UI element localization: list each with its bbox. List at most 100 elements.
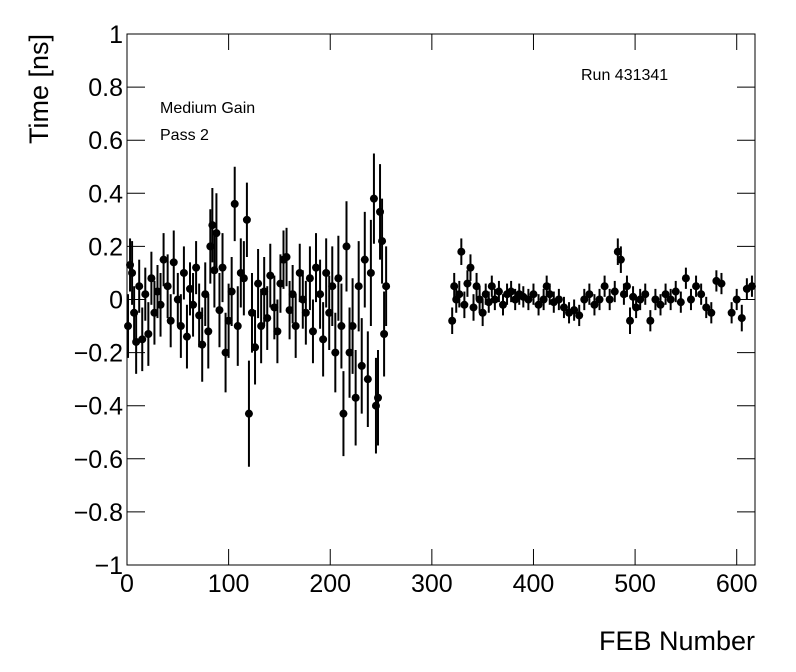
data-point xyxy=(163,282,172,291)
data-point xyxy=(308,327,317,336)
data-point xyxy=(380,330,389,339)
data-point xyxy=(132,337,141,346)
gain-label: Medium Gain xyxy=(160,100,255,117)
data-point xyxy=(298,295,307,304)
data-point xyxy=(666,295,675,304)
y-tick-label: 0.4 xyxy=(88,180,123,208)
data-point xyxy=(147,274,156,283)
data-point xyxy=(124,322,133,331)
data-point xyxy=(215,306,224,315)
data-point xyxy=(224,316,233,325)
data-point xyxy=(319,335,328,344)
data-point xyxy=(201,290,210,299)
data-point xyxy=(339,409,348,418)
x-tick-label: 600 xyxy=(716,570,758,598)
y-tick-label: 1 xyxy=(109,21,123,49)
data-point xyxy=(605,295,614,304)
data-point xyxy=(590,300,599,309)
data-point xyxy=(189,300,198,309)
data-point xyxy=(600,282,609,291)
data-point xyxy=(295,268,304,277)
data-point xyxy=(524,295,533,304)
data-point xyxy=(251,343,260,352)
data-point xyxy=(472,282,481,291)
data-point xyxy=(632,303,641,312)
data-point xyxy=(135,282,144,291)
data-point xyxy=(270,303,279,312)
data-point xyxy=(580,295,589,304)
data-point xyxy=(291,322,300,331)
x-tick-label: 200 xyxy=(309,570,351,598)
data-point xyxy=(282,253,291,262)
y-tick-label: −0.6 xyxy=(74,446,123,474)
data-point xyxy=(354,282,363,291)
data-point xyxy=(570,306,579,315)
data-point xyxy=(382,282,391,291)
x-axis-title: FEB Number xyxy=(599,626,755,656)
data-point xyxy=(542,282,551,291)
data-point xyxy=(337,322,346,331)
data-point xyxy=(373,393,382,402)
data-point xyxy=(263,314,272,323)
data-point xyxy=(312,263,321,272)
data-point xyxy=(254,279,263,288)
data-point xyxy=(575,311,584,320)
data-point xyxy=(478,308,487,317)
data-point xyxy=(288,290,297,299)
data-point xyxy=(273,327,282,336)
data-point xyxy=(686,295,695,304)
data-point xyxy=(460,300,469,309)
y-tick-label: 0.6 xyxy=(88,127,123,155)
data-point xyxy=(128,268,137,277)
x-tick-label: 300 xyxy=(411,570,453,598)
data-point xyxy=(610,287,619,296)
data-point xyxy=(208,221,217,230)
data-point xyxy=(727,308,736,317)
data-point xyxy=(316,290,325,299)
data-point xyxy=(692,282,701,291)
data-point xyxy=(661,290,670,299)
data-point xyxy=(198,340,207,349)
data-point xyxy=(351,393,360,402)
data-point xyxy=(656,300,665,309)
data-point xyxy=(484,298,493,307)
data-point xyxy=(331,348,340,357)
data-point xyxy=(641,290,650,299)
data-point xyxy=(481,290,490,299)
data-point xyxy=(227,287,236,296)
data-point xyxy=(507,287,516,296)
y-tick-label: −0.4 xyxy=(74,393,123,421)
data-point xyxy=(182,332,191,341)
data-point xyxy=(463,279,472,288)
x-tick-label: 500 xyxy=(614,570,656,598)
run-label: Run 431341 xyxy=(581,67,668,84)
data-point xyxy=(345,348,354,357)
data-point xyxy=(534,300,543,309)
y-tick-label: 0.2 xyxy=(88,233,123,261)
data-point xyxy=(218,263,227,272)
data-point xyxy=(366,268,375,277)
data-point xyxy=(242,215,251,224)
data-point xyxy=(466,263,475,272)
y-tick-label: −0.2 xyxy=(74,340,123,368)
data-point xyxy=(325,308,334,317)
data-point xyxy=(613,247,622,256)
data-point xyxy=(204,327,213,336)
data-point xyxy=(616,255,625,264)
data-point xyxy=(266,271,275,280)
data-point xyxy=(150,308,159,317)
data-point xyxy=(732,295,741,304)
data-point xyxy=(636,295,645,304)
data-point xyxy=(244,409,253,418)
data-point xyxy=(469,303,478,312)
data-point xyxy=(702,303,711,312)
data-point xyxy=(585,290,594,299)
data-point xyxy=(342,242,351,251)
data-point xyxy=(212,229,221,238)
y-tick-label: −1 xyxy=(94,552,123,580)
data-point xyxy=(529,290,538,299)
data-point xyxy=(629,292,638,301)
data-point xyxy=(378,237,387,246)
data-point xyxy=(186,284,195,293)
